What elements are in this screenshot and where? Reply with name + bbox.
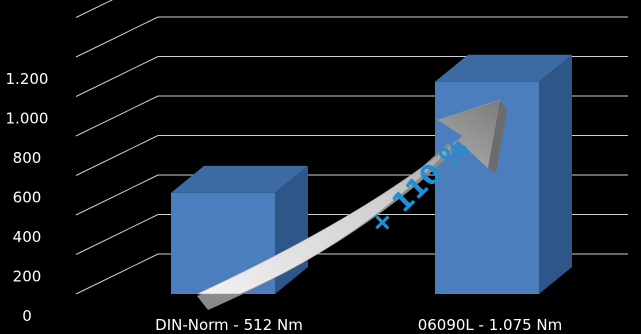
y-tick-label: 0 — [22, 307, 32, 325]
y-tick-label: 1.200 — [6, 70, 49, 88]
gridline-diagonal — [75, 0, 114, 18]
arrow-head-side — [488, 100, 507, 173]
y-tick-label: 800 — [13, 149, 42, 167]
x-axis-category-labels: DIN-Norm - 512 Nm 06090L - 1.075 Nm — [155, 316, 562, 334]
y-axis-tick-labels: 0 200 400 600 800 1.000 1.200 — [6, 70, 49, 325]
y-tick-label: 1.000 — [6, 110, 49, 128]
gridline-diagonal — [75, 214, 159, 255]
gridline-diagonal — [75, 135, 159, 176]
bars — [171, 54, 572, 294]
y-tick-label: 400 — [13, 228, 42, 246]
bar-top — [435, 54, 572, 82]
gridline-diagonal — [75, 253, 159, 295]
y-tick-label: 200 — [13, 268, 42, 286]
bar-top — [171, 165, 308, 193]
gridline-diagonal — [75, 56, 159, 97]
gridline-diagonal — [75, 16, 159, 58]
bar-side — [539, 54, 572, 294]
gridline-diagonal — [75, 174, 159, 216]
y-tick-label: 600 — [13, 189, 42, 207]
x-category-label: DIN-Norm - 512 Nm — [155, 316, 303, 334]
x-category-label: 06090L - 1.075 Nm — [418, 316, 563, 334]
arrow-shape — [196, 99, 501, 295]
gridline-diagonal — [75, 95, 159, 137]
